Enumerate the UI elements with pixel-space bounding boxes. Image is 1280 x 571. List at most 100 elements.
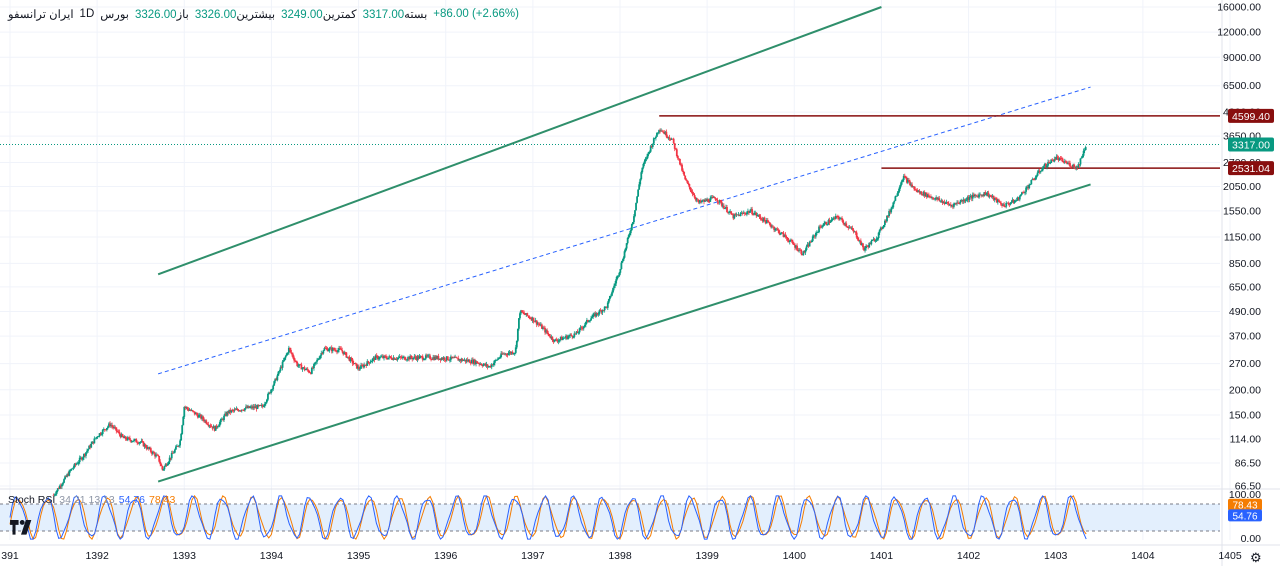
candle-body <box>934 198 937 200</box>
candle-body <box>869 242 872 245</box>
stoch-tick-label: 100.00 <box>1229 489 1261 501</box>
candle-body <box>367 361 370 363</box>
candle-body <box>73 463 76 468</box>
candle-body <box>436 356 439 359</box>
price-tick-label: 1550.00 <box>1223 205 1261 217</box>
candle-body <box>961 200 964 202</box>
candle-body <box>749 211 751 213</box>
candle-body <box>676 156 679 159</box>
candle-body <box>431 359 434 361</box>
price-label-badge <box>1228 161 1274 176</box>
gear-icon[interactable]: ⚙ <box>1250 550 1262 565</box>
candle-body <box>737 214 740 216</box>
candle-body <box>694 197 697 200</box>
candle-body <box>478 363 481 365</box>
candle-body <box>275 378 278 381</box>
candle-body <box>994 198 997 200</box>
candle-body <box>562 337 565 339</box>
candle-body <box>916 189 919 193</box>
candle-body <box>488 366 491 367</box>
candle-body <box>835 215 838 217</box>
candle-body <box>506 354 509 356</box>
candle-body <box>1024 191 1026 193</box>
candle-body <box>309 372 312 374</box>
tradingview-logo-icon[interactable] <box>8 520 34 537</box>
candle-body <box>580 327 583 329</box>
candle-body <box>551 336 554 341</box>
candle-body <box>377 358 380 360</box>
candle-body <box>152 451 154 454</box>
indicator-name[interactable]: Stoch RSI <box>8 494 56 506</box>
candle-body <box>884 220 886 225</box>
candle-body <box>185 407 188 409</box>
candle-body <box>687 182 690 185</box>
candle-body <box>191 410 194 412</box>
candle-body <box>450 356 452 360</box>
time-tick-label: 1395 <box>347 550 371 562</box>
candle-body <box>158 455 161 462</box>
candle-body <box>839 218 841 220</box>
candle-body <box>183 406 186 417</box>
candle-body <box>435 356 438 359</box>
candle-body <box>902 176 905 180</box>
candle-body <box>291 352 293 355</box>
candle-body <box>415 357 418 360</box>
stoch-rsi-legend[interactable]: Stoch RSI 34 21 13 13 54.76 78.43 <box>8 494 175 506</box>
time-tick-label: 1402 <box>957 550 981 562</box>
candle-body <box>418 356 421 359</box>
candle-body <box>106 427 108 430</box>
candle-body <box>996 199 999 203</box>
candle-body <box>64 476 66 480</box>
candle-body <box>490 364 493 368</box>
candle-body <box>899 184 902 188</box>
candle-body <box>969 195 972 198</box>
candle-body <box>146 447 149 449</box>
symbol-legend[interactable]: ایران ترانسفو 1D بورس باز3326.00 بیشترین… <box>8 7 519 21</box>
candle-body <box>477 363 480 364</box>
candlestick-series[interactable] <box>52 128 1087 497</box>
candle-body <box>1061 158 1064 162</box>
candle-body <box>305 368 308 370</box>
candle-body <box>57 488 60 490</box>
candle-body <box>235 408 238 410</box>
candle-body <box>68 470 71 476</box>
candle-body <box>1009 203 1012 205</box>
candle-body <box>774 229 777 231</box>
candle-body <box>509 351 512 354</box>
interval-label[interactable]: 1D <box>79 8 95 20</box>
candle-body <box>156 454 158 456</box>
candle-body <box>816 232 818 234</box>
candle-body <box>1047 162 1049 166</box>
candle-body <box>103 429 106 430</box>
candle-body <box>1008 203 1011 205</box>
candle-body <box>458 359 461 361</box>
candle-body <box>990 196 993 197</box>
candle-body <box>1048 162 1050 164</box>
candle-body <box>108 423 110 427</box>
candle-body <box>893 200 896 203</box>
candle-body <box>347 356 350 358</box>
candle-body <box>597 313 600 315</box>
candle-body <box>222 418 224 420</box>
candle-body <box>636 196 638 203</box>
candle-body <box>895 195 898 197</box>
candle-body <box>257 405 260 406</box>
candle-body <box>984 192 987 196</box>
candle-body <box>600 310 603 313</box>
candle-body <box>706 199 709 201</box>
drawing-layer[interactable] <box>0 6 1220 483</box>
candle-body <box>110 425 112 426</box>
candle-body <box>127 437 130 439</box>
candle-body <box>971 194 974 199</box>
candle-body <box>532 317 535 322</box>
candle-body <box>711 197 714 198</box>
candle-body <box>651 143 654 148</box>
candle-body <box>1017 197 1020 200</box>
candle-body <box>943 201 946 204</box>
symbol-name[interactable]: ایران ترانسفو <box>8 9 74 21</box>
candle-body <box>992 195 995 200</box>
candle-body <box>165 464 168 466</box>
